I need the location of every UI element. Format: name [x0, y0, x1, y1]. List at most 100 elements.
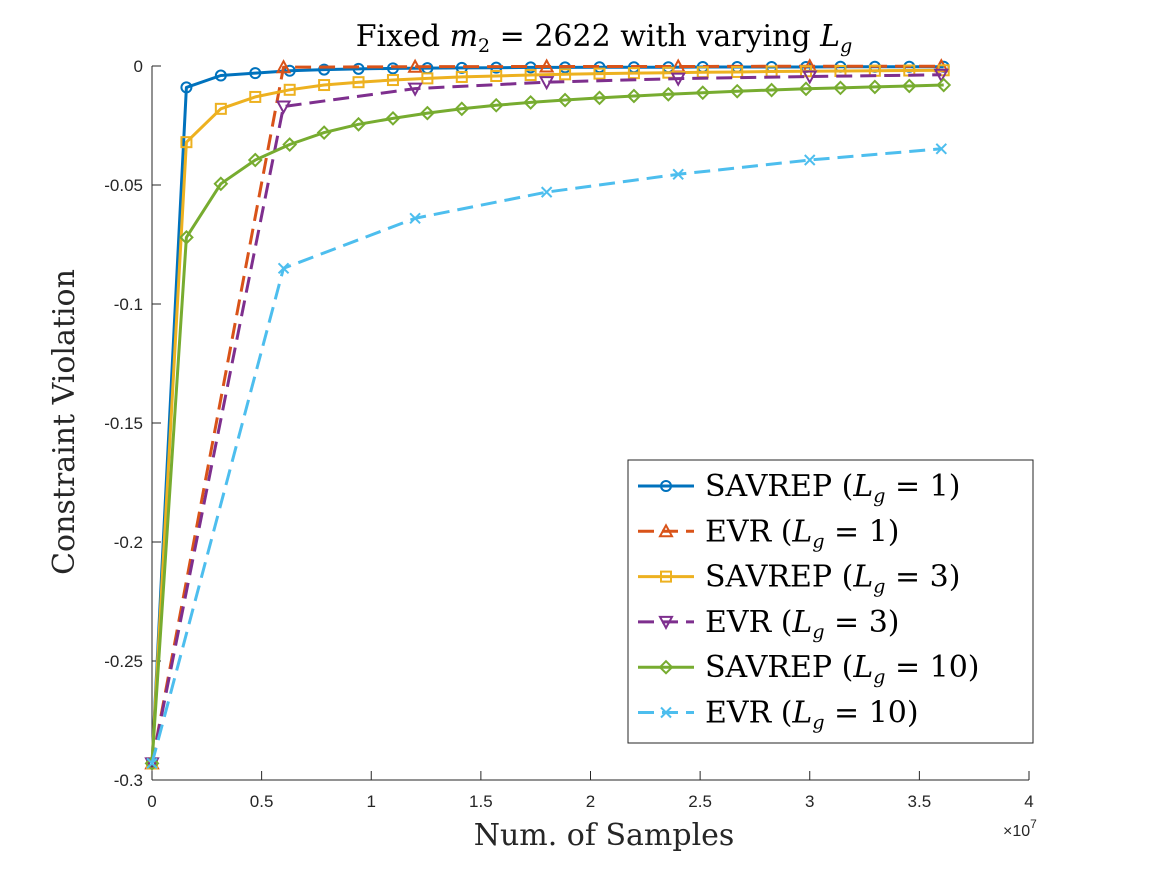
data-point	[249, 67, 262, 80]
x-tick-label: 3	[805, 792, 814, 811]
legend-label: SAVREP (Lg = 3)	[705, 560, 960, 598]
y-axis-label: Constraint Violation	[47, 269, 82, 575]
legend-marker	[660, 570, 672, 583]
data-point	[275, 59, 292, 74]
y-tick-label: -0.3	[114, 771, 143, 790]
legend-entry: EVR (Lg = 3)	[638, 605, 900, 643]
data-point	[247, 152, 263, 168]
data-point	[277, 262, 290, 275]
data-point	[695, 85, 711, 101]
data-point	[802, 70, 818, 85]
legend-marker	[660, 706, 672, 719]
data-point	[318, 63, 331, 76]
data-point	[179, 229, 194, 245]
data-point	[670, 72, 686, 87]
data-point	[318, 79, 331, 92]
data-point	[672, 168, 684, 180]
data-point	[901, 78, 917, 94]
data-point	[352, 76, 365, 89]
plot-axes: 0 0.5 1 1.5 2 2.5 3 3.5 4 0 -0.05 -0.1 -0.15 -0.2 -0.2…	[104, 57, 1033, 811]
x-tick-label: 1.5	[469, 792, 493, 811]
data-point	[538, 76, 555, 91]
legend-entry: SAVREP (Lg = 1)	[638, 469, 960, 507]
data-point	[557, 92, 573, 108]
data-point	[386, 62, 399, 75]
x-tick-label: 2.5	[688, 792, 712, 811]
data-point	[455, 70, 468, 83]
data-point	[867, 79, 883, 95]
legend-entry: SAVREP (Lg = 10)	[638, 650, 980, 688]
data-point	[180, 81, 193, 94]
data-point	[833, 80, 848, 96]
x-tick-label: 4	[1024, 792, 1033, 811]
plot-series	[144, 58, 952, 772]
data-point	[386, 74, 399, 87]
data-point	[419, 105, 435, 121]
y-tick-label: -0.2	[114, 533, 143, 552]
data-point	[275, 100, 292, 115]
data-point	[283, 64, 296, 77]
data-point	[936, 77, 952, 93]
data-point	[421, 72, 434, 85]
data-point	[626, 88, 642, 104]
y-tick-label: -0.25	[104, 652, 143, 671]
data-point	[352, 62, 365, 75]
data-point	[559, 68, 572, 81]
data-point	[146, 757, 158, 770]
series-evr-l-g-10	[146, 143, 948, 770]
x-tick-label: 1	[367, 792, 376, 811]
data-point	[409, 212, 421, 225]
legend-marker	[658, 523, 674, 538]
y-tick-label: -0.1	[114, 295, 143, 314]
data-point	[731, 65, 744, 78]
legend-label: SAVREP (Lg = 1)	[705, 469, 960, 507]
data-point	[249, 90, 262, 103]
data-point	[764, 82, 780, 98]
x-axis-label: Num. of Samples	[474, 818, 735, 853]
data-point	[524, 69, 537, 82]
data-point	[282, 137, 298, 152]
data-point	[385, 110, 401, 126]
data-point	[407, 58, 423, 73]
data-point	[933, 68, 949, 83]
legend-entry: SAVREP (Lg = 3)	[638, 560, 960, 598]
x-tick-label: 2	[586, 792, 595, 811]
y-tick-label: -0.15	[104, 414, 143, 433]
data-point	[144, 755, 160, 771]
data-point	[180, 136, 193, 149]
x-tick-label: 0.5	[250, 792, 274, 811]
chart-title: Fixed m2 = 2622 with varying Lg	[356, 19, 853, 57]
data-point	[660, 86, 676, 102]
data-point	[935, 143, 948, 155]
data-point	[488, 97, 504, 113]
data-point	[454, 101, 470, 117]
data-point	[213, 176, 229, 192]
data-point	[593, 67, 606, 80]
data-point	[214, 69, 227, 82]
legend-label: SAVREP (Lg = 10)	[705, 650, 980, 688]
legend-marker	[658, 615, 674, 630]
y-tick-label: 0	[134, 57, 143, 76]
legend-box	[627, 459, 1034, 744]
legend-label: EVR (Lg = 3)	[705, 605, 900, 643]
legend-marker	[658, 659, 674, 675]
data-point	[316, 125, 332, 141]
data-point	[407, 82, 423, 97]
data-point	[283, 83, 296, 96]
legend-label: EVR (Lg = 10)	[705, 696, 919, 734]
x-tick-label: 3.5	[908, 792, 932, 811]
data-point	[627, 67, 640, 80]
legend-label: EVR (Lg = 1)	[705, 514, 900, 552]
data-point	[798, 81, 814, 97]
data-point	[729, 83, 745, 99]
legend: SAVREP (Lg = 1) EVR (Lg = 1) SAVREP (Lg = …	[627, 459, 1034, 744]
data-point	[540, 186, 553, 198]
y-tick-label: -0.05	[104, 176, 143, 195]
data-point	[538, 58, 555, 73]
series-savrep-l-g-10	[144, 77, 952, 771]
data-point	[214, 102, 227, 115]
data-point	[490, 69, 503, 82]
x-tick-label: 0	[147, 792, 156, 811]
